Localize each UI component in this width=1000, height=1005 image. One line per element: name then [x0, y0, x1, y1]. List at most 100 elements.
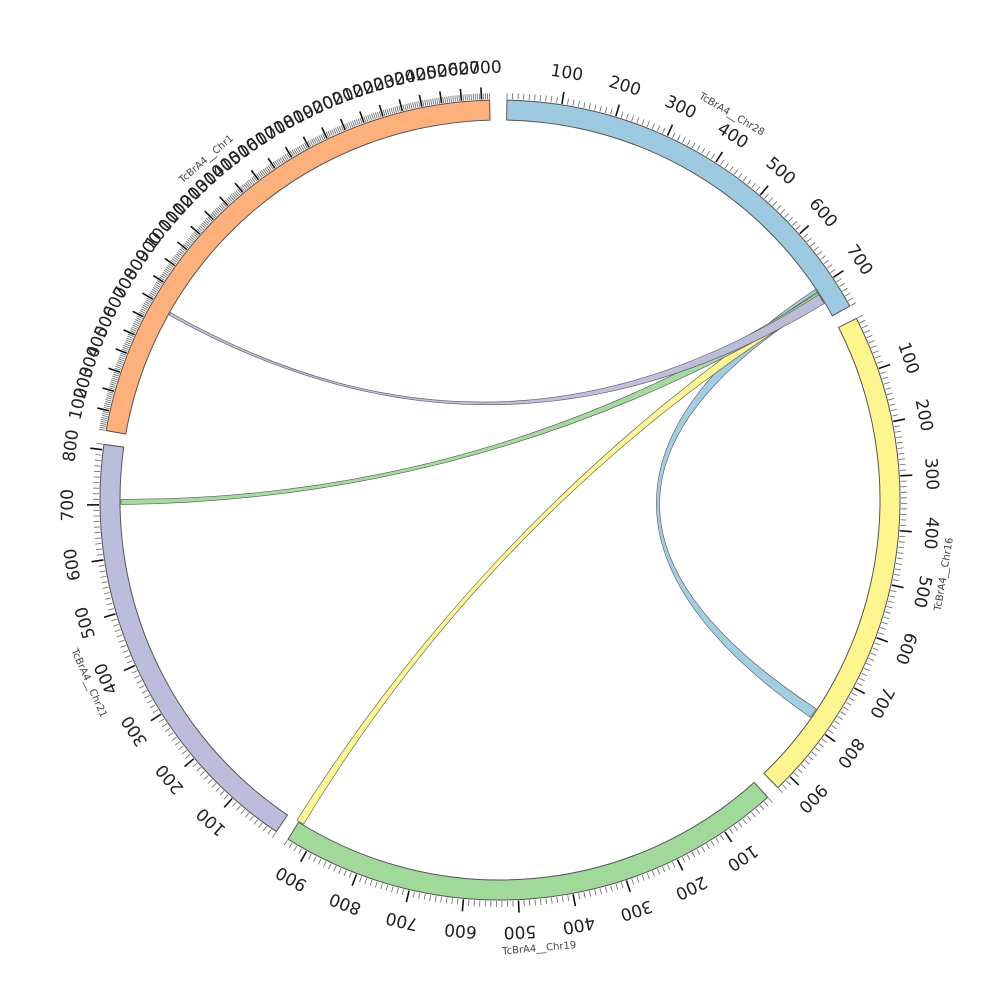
- minor-tick: [864, 330, 869, 333]
- minor-tick: [882, 622, 888, 624]
- minor-tick: [123, 347, 129, 349]
- minor-tick: [782, 785, 786, 789]
- minor-tick: [344, 870, 346, 876]
- major-tick: [419, 95, 421, 107]
- minor-tick: [103, 587, 109, 588]
- minor-tick: [810, 242, 815, 246]
- minor-tick: [798, 769, 802, 773]
- minor-tick: [284, 840, 287, 845]
- minor-tick: [449, 96, 450, 102]
- major-tick: [124, 330, 135, 335]
- minor-tick: [372, 114, 374, 120]
- minor-tick: [425, 100, 426, 106]
- major-tick: [790, 777, 799, 785]
- minor-tick: [318, 859, 321, 864]
- minor-tick: [535, 95, 536, 101]
- minor-tick: [621, 112, 623, 118]
- minor-tick: [459, 95, 460, 101]
- minor-tick: [339, 868, 341, 874]
- minor-tick: [220, 791, 224, 795]
- minor-tick: [843, 707, 848, 710]
- tick-label: 400: [561, 912, 597, 938]
- minor-tick: [121, 645, 127, 647]
- minor-tick: [101, 417, 107, 418]
- minor-tick: [706, 844, 709, 849]
- minor-tick: [445, 97, 446, 103]
- minor-tick: [605, 107, 607, 113]
- major-tick: [460, 89, 461, 101]
- minor-tick: [756, 187, 760, 192]
- minor-tick: [349, 872, 351, 878]
- minor-tick: [857, 315, 862, 318]
- minor-tick: [465, 95, 466, 101]
- minor-tick: [677, 135, 680, 140]
- minor-tick: [186, 755, 191, 759]
- minor-tick: [897, 442, 903, 443]
- minor-tick: [455, 96, 456, 102]
- minor-tick: [557, 897, 558, 903]
- minor-tick: [871, 653, 877, 655]
- minor-tick: [119, 357, 125, 359]
- minor-tick: [887, 393, 893, 395]
- minor-tick: [99, 429, 105, 430]
- major-tick: [893, 419, 905, 421]
- minor-tick: [637, 117, 639, 123]
- minor-tick: [118, 359, 124, 361]
- minor-tick: [97, 443, 103, 444]
- minor-tick: [147, 700, 152, 703]
- minor-tick: [792, 221, 796, 225]
- minor-tick: [842, 288, 847, 291]
- minor-tick: [632, 879, 634, 885]
- minor-tick: [788, 217, 792, 221]
- minor-tick: [430, 895, 431, 901]
- minor-tick: [102, 582, 108, 583]
- minor-tick: [642, 875, 644, 881]
- minor-tick: [142, 690, 147, 693]
- minor-tick: [134, 676, 139, 679]
- tick-label: 700: [384, 907, 420, 934]
- minor-tick: [579, 893, 580, 899]
- minor-tick: [702, 847, 705, 852]
- minor-tick: [871, 346, 877, 348]
- major-tick: [716, 152, 722, 162]
- minor-tick: [860, 320, 865, 323]
- tick-label: 200: [606, 72, 643, 101]
- link-ribbon: [169, 295, 824, 405]
- minor-tick: [330, 130, 333, 135]
- tick-label: 500: [762, 153, 800, 189]
- minor-tick: [370, 114, 372, 120]
- minor-tick: [720, 835, 723, 840]
- minor-tick: [899, 536, 905, 537]
- minor-tick: [368, 115, 370, 121]
- major-tick: [360, 112, 364, 123]
- minor-tick: [332, 129, 334, 134]
- minor-tick: [884, 617, 890, 619]
- major-tick: [760, 186, 768, 195]
- minor-tick: [119, 640, 125, 642]
- minor-tick: [104, 407, 110, 408]
- minor-tick: [118, 361, 124, 363]
- minor-tick: [616, 884, 618, 890]
- minor-tick: [819, 743, 824, 747]
- minor-tick: [120, 355, 126, 357]
- minor-tick: [721, 160, 724, 165]
- minor-tick: [697, 145, 700, 150]
- minor-tick: [817, 251, 822, 255]
- minor-tick: [894, 574, 900, 575]
- minor-tick: [100, 576, 106, 577]
- minor-tick: [117, 363, 123, 365]
- tick-label: 500: [72, 604, 100, 641]
- minor-tick: [250, 816, 254, 821]
- minor-tick: [102, 415, 108, 416]
- minor-tick: [832, 726, 837, 729]
- minor-tick: [323, 861, 326, 866]
- minor-tick: [866, 663, 871, 665]
- minor-tick: [110, 384, 116, 386]
- minor-tick: [435, 896, 436, 902]
- tick-label: 700: [58, 489, 78, 522]
- minor-tick: [890, 404, 896, 405]
- minor-tick: [370, 880, 372, 886]
- minor-tick: [632, 116, 634, 122]
- minor-tick: [652, 871, 654, 877]
